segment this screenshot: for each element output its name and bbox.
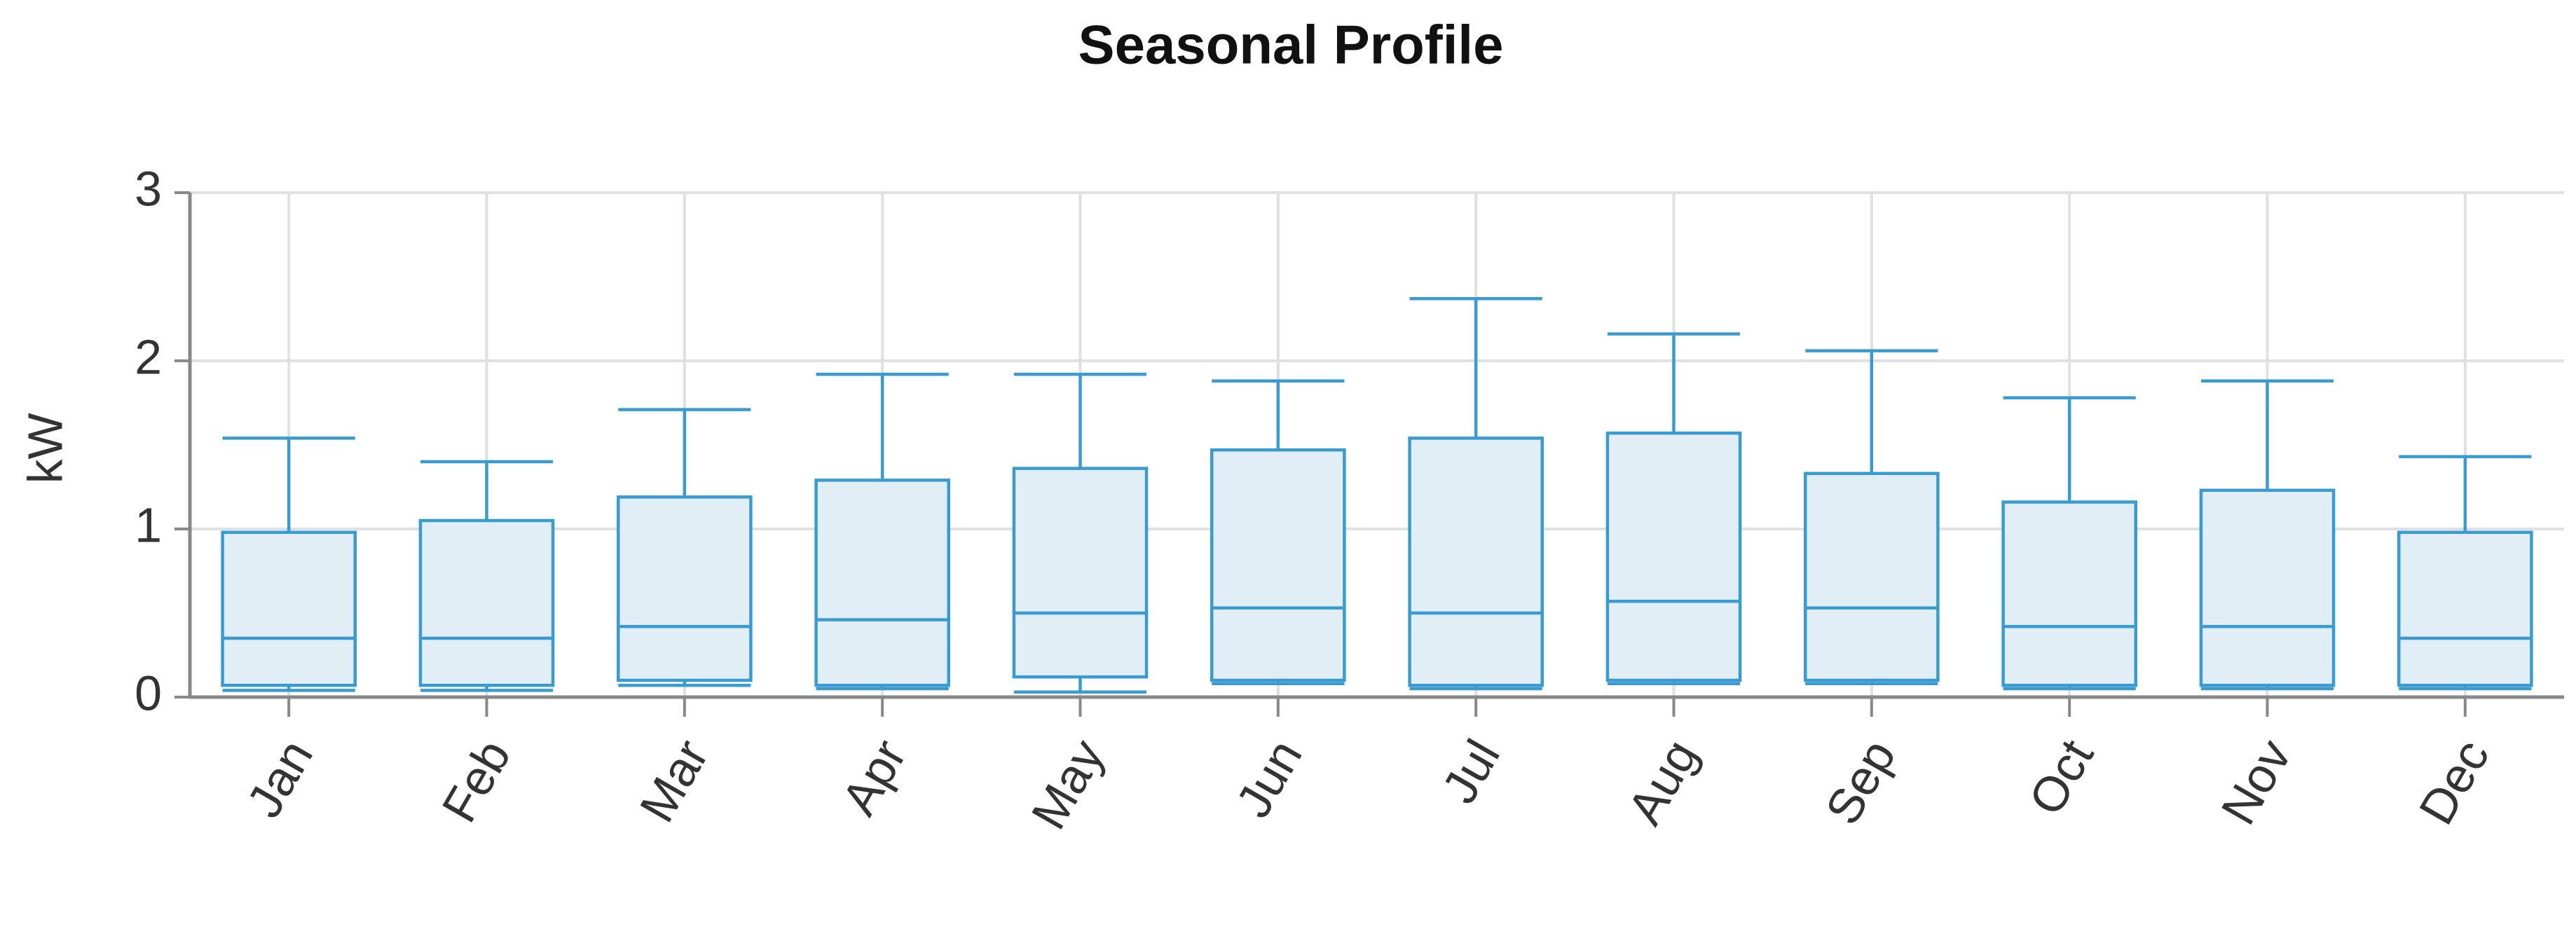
x-tick-label: Dec <box>2409 731 2500 834</box>
box <box>418 518 555 687</box>
box <box>1804 472 1940 682</box>
x-tick-label: Oct <box>2018 731 2104 824</box>
x-tick-label: Jan <box>236 731 323 827</box>
box <box>2199 488 2336 687</box>
box <box>1605 431 1742 682</box>
box <box>1408 436 1544 687</box>
y-tick-label: 2 <box>135 329 162 384</box>
box <box>814 479 950 687</box>
x-tick-label: Feb <box>432 731 521 831</box>
x-tick-label: Aug <box>1617 731 1708 834</box>
y-tick-label: 3 <box>135 161 162 216</box>
y-axis-label: kW <box>18 413 72 483</box>
box <box>617 495 753 682</box>
box <box>221 530 357 687</box>
chart-title: Seasonal Profile <box>1078 14 1504 76</box>
x-tick-label: Apr <box>831 731 917 824</box>
box <box>2001 500 2137 687</box>
x-tick-label: Jun <box>1226 731 1313 827</box>
x-tick-label: Mar <box>629 731 719 831</box>
y-tick-label: 0 <box>135 666 162 720</box>
box <box>1012 467 1149 679</box>
box <box>1210 448 1346 682</box>
box <box>2397 530 2533 687</box>
x-tick-label: Sep <box>1815 731 1906 834</box>
y-tick-label: 1 <box>135 497 162 552</box>
x-tick-label: May <box>1021 731 1115 839</box>
x-tick-label: Nov <box>2211 731 2302 834</box>
x-tick-label: Jul <box>1432 731 1510 812</box>
